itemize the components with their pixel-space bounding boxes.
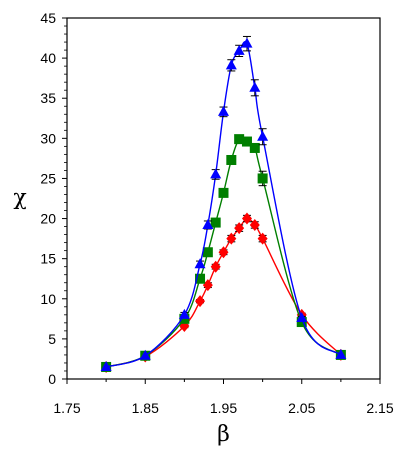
data-point-triangle [210, 168, 222, 179]
y-tick-label: 5 [48, 331, 56, 347]
data-point-square [234, 134, 245, 145]
data-point-diamond [195, 295, 206, 308]
data-point-square [202, 247, 213, 258]
data-point-diamond [202, 279, 213, 292]
data-point-triangle [241, 37, 253, 48]
data-point-square [249, 142, 260, 153]
y-tick-label: 35 [40, 90, 56, 106]
y-tick-label: 25 [40, 170, 56, 186]
data-point-diamond [226, 232, 237, 245]
data-point-triangle [100, 360, 112, 371]
data-point-square [296, 317, 307, 328]
data-point-square [179, 313, 190, 324]
data-point-triangle [194, 258, 206, 269]
data-point-diamond [234, 222, 245, 235]
x-tick-label: 2.15 [366, 400, 393, 416]
y-axis-title: χ [13, 186, 26, 211]
y-tick-label: 40 [40, 50, 56, 66]
data-point-diamond [210, 260, 221, 273]
y-tick-label: 10 [40, 291, 56, 307]
data-point-triangle [225, 59, 237, 70]
series-diamond [101, 212, 346, 373]
data-point-triangle [202, 218, 214, 229]
series-triangle [100, 35, 347, 371]
data-point-square [226, 154, 237, 165]
data-point-triangle [335, 348, 347, 359]
data-point-triangle [296, 312, 308, 323]
data-point-triangle [178, 308, 190, 319]
data-point-triangle [249, 81, 261, 92]
y-tick-label: 20 [40, 211, 56, 227]
data-point-triangle [139, 349, 151, 360]
y-tick-label: 0 [48, 371, 56, 387]
data-point-diamond [218, 246, 229, 259]
x-tick-label: 1.75 [53, 400, 80, 416]
data-point-triangle [218, 105, 229, 116]
data-point-square [241, 136, 252, 147]
data-point-square [218, 187, 229, 198]
data-point-triangle [233, 44, 245, 55]
data-point-diamond [241, 212, 252, 225]
y-tick-label: 30 [40, 130, 56, 146]
y-tick-label: 45 [40, 10, 56, 26]
data-point-square [195, 273, 206, 284]
plot-frame [66, 17, 381, 380]
x-axis-title: β [217, 422, 230, 447]
data-point-square [257, 173, 268, 184]
series-line [105, 217, 342, 368]
data-point-diamond [249, 218, 260, 231]
series-line [105, 137, 342, 368]
x-tick-label: 1.95 [210, 400, 237, 416]
axis-layer: 1.75 1.85 1.95 2.05 2.15 0 5 10 15 20 25 30 35 40 45 [40, 10, 393, 416]
x-tick-label: 1.85 [132, 400, 159, 416]
data-point-diamond [257, 232, 268, 245]
data-point-square [210, 217, 221, 228]
series-layer [100, 35, 347, 373]
data-point-triangle [257, 130, 269, 141]
x-tick-label: 2.05 [288, 400, 315, 416]
y-tick-label: 15 [40, 251, 56, 267]
